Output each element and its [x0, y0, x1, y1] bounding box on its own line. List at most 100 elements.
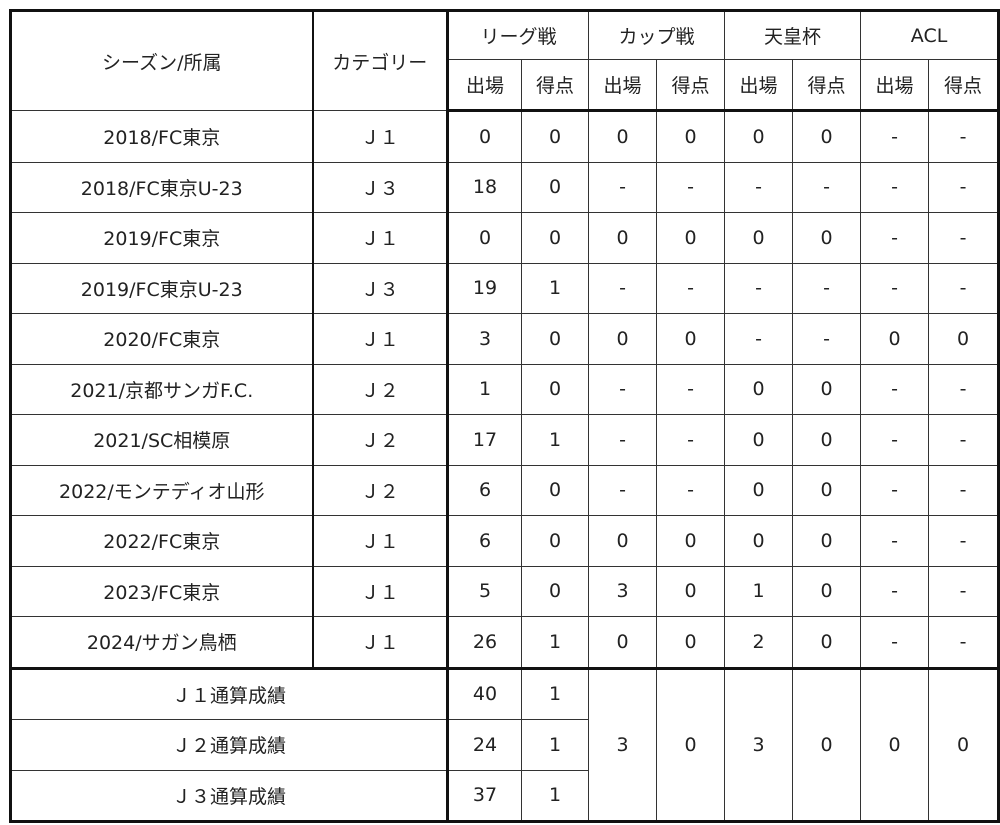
total-shared-cell: 0 [860, 666, 930, 822]
stat-cell: 0 [656, 616, 726, 669]
season-cell: 2018/FC東京U-23 [10, 161, 314, 213]
stat-cell: 0 [520, 212, 590, 264]
stat-cell: 0 [860, 313, 930, 365]
stat-cell: - [860, 515, 930, 567]
table-row: 2024/サガン鳥栖 Ｊ１ 26 1 0 0 2 0- - [10, 616, 1000, 669]
stat-cell: - [928, 464, 1000, 516]
stat-cell: 0 [792, 464, 862, 516]
stat-cell: 1 [724, 565, 794, 617]
stat-cell: - [860, 212, 930, 264]
season-cell: 2022/モンテディオ山形 [10, 464, 314, 516]
stat-cell: 0 [792, 110, 862, 163]
header-sub: 得点 [792, 59, 862, 112]
stat-cell: 1 [520, 616, 590, 669]
stat-cell: - [928, 565, 1000, 617]
stat-cell: - [588, 262, 658, 314]
table-row: 2021/京都サンガF.C. Ｊ２ 1 0- -0 0- - [10, 363, 1000, 415]
category-cell: Ｊ３ [312, 262, 449, 314]
stat-cell: 0 [520, 110, 590, 163]
stat-cell: 6 [447, 515, 522, 567]
header-sub: 出場 [724, 59, 794, 112]
stat-cell: 0 [724, 363, 794, 415]
season-cell: 2019/FC東京U-23 [10, 262, 314, 314]
season-cell: 2022/FC東京 [10, 515, 314, 567]
stat-cell: - [724, 161, 794, 213]
header-sub: 出場 [860, 59, 930, 112]
stat-cell: - [928, 110, 1000, 163]
stat-cell: - [588, 414, 658, 466]
total-label: Ｊ２通算成績 [10, 719, 449, 771]
total-shared-cell: 3 [588, 666, 658, 822]
stat-cell: 0 [588, 313, 658, 365]
stat-cell: 0 [792, 363, 862, 415]
stat-cell: - [588, 363, 658, 415]
stat-cell: 0 [520, 565, 590, 617]
stat-cell: 0 [792, 515, 862, 567]
total-league-cell: 37 [447, 769, 522, 822]
header-group: カップ戦 [588, 10, 726, 60]
stat-cell: - [588, 464, 658, 516]
category-cell: Ｊ２ [312, 414, 449, 466]
season-cell: 2021/SC相模原 [10, 414, 314, 466]
stat-cell: - [724, 313, 794, 365]
table-row: シーズン/所属 カテゴリー リーグ戦 カップ戦 天皇杯 ACL [10, 10, 1000, 111]
stat-cell: - [656, 464, 726, 516]
season-cell: 2021/京都サンガF.C. [10, 363, 314, 415]
header-sub: 得点 [656, 59, 726, 112]
table-row: Ｊ１通算成績 40 1 3 0 3 0 0 0 [10, 666, 1000, 822]
category-cell: Ｊ２ [312, 363, 449, 415]
table-row: 2019/FC東京U-23 Ｊ３ 19 1- - - - - - [10, 262, 1000, 314]
season-cell: 2019/FC東京 [10, 212, 314, 264]
stat-cell: 0 [520, 161, 590, 213]
stat-cell: 18 [447, 161, 522, 213]
total-league-cell: 1 [520, 769, 590, 822]
header-sub: 得点 [520, 59, 590, 112]
stat-cell: 5 [447, 565, 522, 617]
total-label: Ｊ１通算成績 [10, 666, 449, 720]
stat-cell: 0 [588, 212, 658, 264]
table-row: 2018/FC東京 Ｊ１ 0 0 0 0 0 0- - [10, 110, 1000, 163]
stat-cell: 0 [724, 515, 794, 567]
category-cell: Ｊ３ [312, 161, 449, 213]
stat-cell: 1 [520, 414, 590, 466]
category-cell: Ｊ１ [312, 313, 449, 365]
season-cell: 2024/サガン鳥栖 [10, 616, 314, 669]
stat-cell: 0 [724, 212, 794, 264]
stat-cell: 17 [447, 414, 522, 466]
stat-cell: 0 [656, 565, 726, 617]
category-cell: Ｊ２ [312, 464, 449, 516]
stat-cell: 0 [447, 212, 522, 264]
total-league-cell: 40 [447, 666, 522, 720]
stat-cell: - [724, 262, 794, 314]
stat-cell: - [860, 616, 930, 669]
stat-cell: 26 [447, 616, 522, 669]
stat-cell: 0 [520, 464, 590, 516]
stat-cell: 0 [792, 414, 862, 466]
category-cell: Ｊ１ [312, 110, 449, 163]
stat-cell: - [928, 262, 1000, 314]
stat-cell: 0 [656, 110, 726, 163]
header-group: 天皇杯 [724, 10, 862, 60]
stat-cell: 0 [656, 515, 726, 567]
table-row: 2019/FC東京 Ｊ１ 0 0 0 0 0 0- - [10, 212, 1000, 264]
stat-cell: 2 [724, 616, 794, 669]
category-cell: Ｊ１ [312, 212, 449, 264]
stat-cell: 19 [447, 262, 522, 314]
header-season: シーズン/所属 [10, 10, 314, 111]
stat-cell: 6 [447, 464, 522, 516]
table-row: Ｊ３通算成績 37 1 [10, 769, 999, 822]
header-category: カテゴリー [312, 10, 449, 111]
stat-cell: - [928, 414, 1000, 466]
stat-cell: - [860, 262, 930, 314]
stat-cell: - [860, 161, 930, 213]
table-row: 2020/FC東京 Ｊ１ 3 0 0 0- -0 0 [10, 313, 1000, 365]
stat-cell: 0 [792, 616, 862, 669]
total-shared-cell: 0 [792, 666, 862, 822]
category-cell: Ｊ１ [312, 515, 449, 567]
category-cell: Ｊ１ [312, 565, 449, 617]
category-cell: Ｊ１ [312, 616, 449, 669]
total-shared-cell: 0 [656, 666, 726, 822]
table-row: 2018/FC東京U-23 Ｊ３ 18 0- - - - - - [10, 161, 1000, 213]
stat-cell: - [928, 515, 1000, 567]
